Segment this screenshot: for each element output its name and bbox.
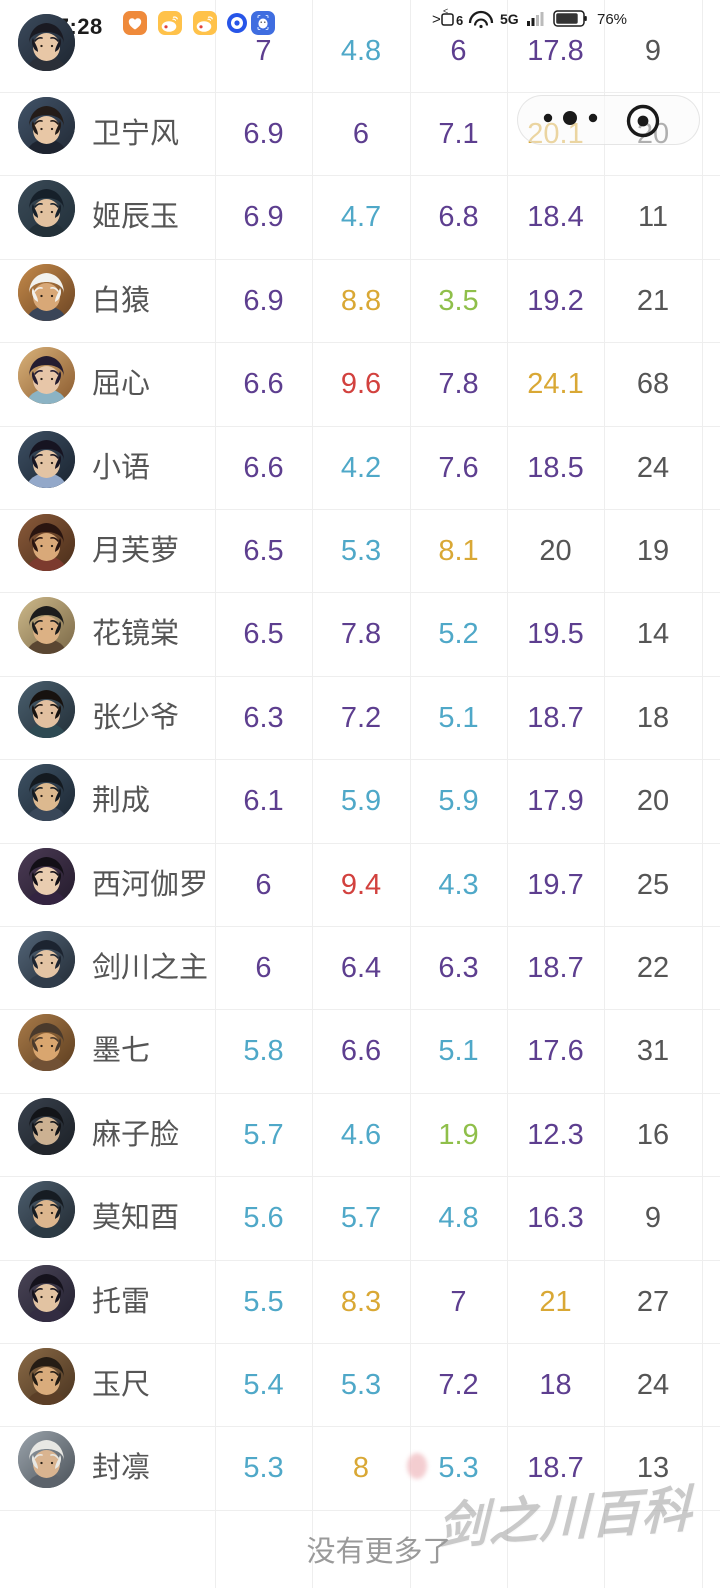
svg-text:76%: 76% bbox=[597, 11, 627, 28]
svg-text:5G: 5G bbox=[500, 11, 519, 27]
svg-text:<: < bbox=[443, 6, 448, 16]
svg-text:6: 6 bbox=[456, 13, 463, 28]
svg-text:>: > bbox=[432, 11, 441, 28]
